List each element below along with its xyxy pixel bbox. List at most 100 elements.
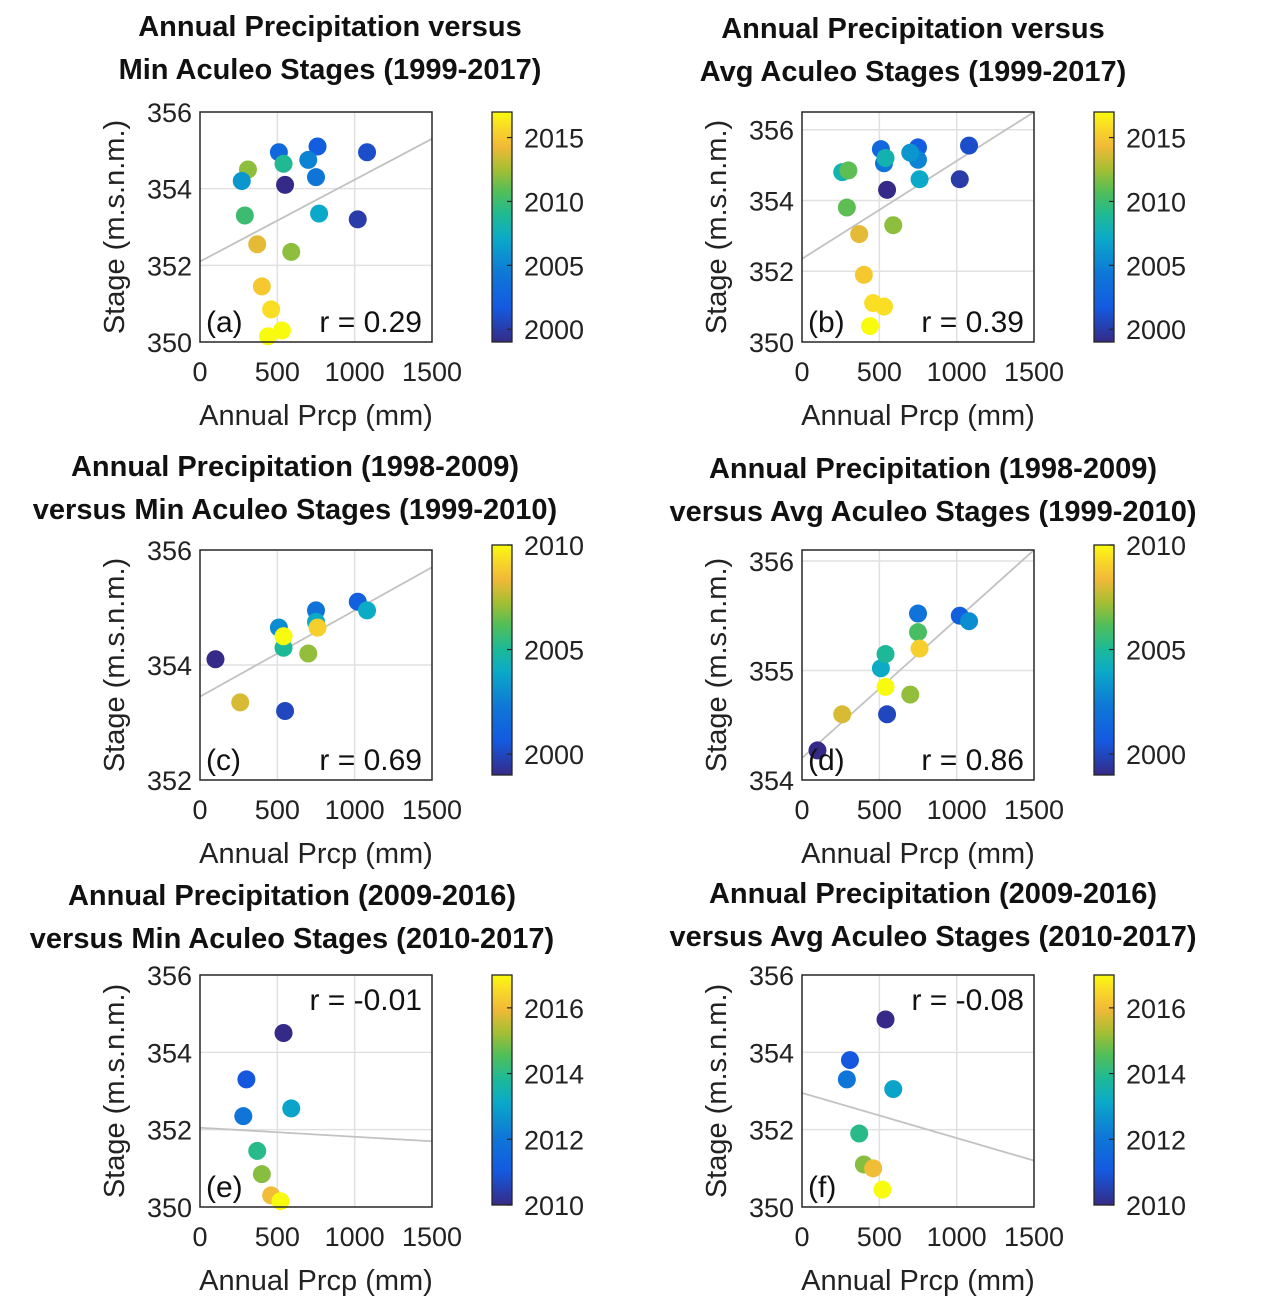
scatter-point: [299, 150, 318, 169]
colorbar-tick-label: 2005: [1126, 251, 1186, 281]
chart-title-line-1: Annual Precipitation (2009-2016): [709, 878, 1157, 910]
colorbar-tick-label: 2005: [524, 251, 584, 281]
axes-frame: [801, 549, 1035, 781]
y-tick-label: 354: [147, 651, 192, 681]
regression-line: [802, 1092, 1034, 1162]
y-tick-label: 356: [147, 98, 192, 128]
x-tick-label: 500: [857, 1222, 902, 1252]
scatter-point: [839, 161, 858, 180]
x-tick-label: 1000: [927, 357, 987, 387]
scatter-point: [282, 1099, 301, 1118]
x-tick-label: 0: [794, 1222, 809, 1252]
x-tick-label: 1000: [325, 1222, 385, 1252]
scatter-point: [252, 1165, 271, 1184]
scatter-point: [276, 175, 295, 194]
scatter-point: [237, 1070, 256, 1089]
colorbar-tick-label: 2016: [1126, 994, 1186, 1024]
scatter-point: [307, 168, 325, 187]
colorbar-frame: [1093, 111, 1115, 343]
correlation-annotation: r = 0.69: [319, 744, 422, 777]
colorbar-frame: [1093, 544, 1115, 776]
colorbar-tick-label: 2000: [524, 315, 584, 345]
y-tick-label: 354: [749, 186, 794, 216]
x-tick-label: 1500: [402, 1222, 462, 1252]
scatter-point: [308, 137, 327, 156]
scatter-point: [960, 612, 979, 631]
x-tick-label: 500: [857, 357, 902, 387]
axes-frame: [801, 974, 1035, 1208]
scatter-point: [206, 650, 225, 669]
colorbar-tick-label: 2015: [524, 124, 584, 154]
scatter-point: [874, 297, 893, 316]
scatter-point: [871, 659, 890, 678]
y-tick-label: 354: [147, 1038, 192, 1068]
y-tick-label: 354: [147, 175, 192, 205]
x-axis-label: Annual Prcp (mm): [801, 400, 1035, 432]
scatter-point: [348, 210, 367, 229]
colorbar-tick-label: 2014: [524, 1060, 584, 1090]
colorbar-frame: [491, 974, 513, 1206]
scatter-point: [276, 702, 295, 720]
scatter-point: [909, 604, 927, 623]
colorbar-frame: [491, 111, 513, 343]
chart-title-line-2: versus Min Aculeo Stages (1999-2010): [33, 494, 557, 526]
scatter-point: [901, 685, 920, 704]
panel-label: (c): [206, 744, 241, 777]
y-tick-label: 350: [147, 1193, 192, 1223]
x-tick-label: 1000: [325, 795, 385, 825]
scatter-point: [248, 1141, 267, 1160]
scatter-point: [864, 1159, 883, 1178]
scatter-point: [854, 265, 873, 284]
scatter-point: [837, 198, 856, 217]
colorbar: 2000 2005 2010: [491, 531, 584, 776]
y-tick-label: 350: [749, 328, 794, 358]
chart-title-line-2: versus Avg Aculeo Stages (1999-2010): [669, 496, 1196, 528]
colorbar-gradient: [1094, 975, 1114, 1205]
correlation-annotation: r = 0.39: [921, 306, 1024, 339]
y-tick-label: 356: [749, 116, 794, 146]
scatter-point: [358, 601, 377, 620]
panel-a: Annual Precipitation versus Min Aculeo St…: [99, 11, 584, 432]
scatter-point: [884, 1080, 903, 1099]
colorbar: 2000 2005 2010: [1093, 531, 1186, 776]
scatter-point: [901, 143, 920, 162]
x-tick-label: 0: [794, 357, 809, 387]
scatter-point: [358, 143, 377, 162]
scatter-point: [909, 623, 927, 642]
panel-e: Annual Precipitation (2009-2016) versus M…: [30, 880, 584, 1297]
y-tick-label: 350: [749, 1193, 794, 1223]
scatter-point: [850, 1124, 869, 1143]
colorbar-tick-label: 2010: [1126, 531, 1186, 561]
scatter-point: [262, 300, 281, 319]
panel-label: (a): [206, 306, 243, 339]
chart-title-line-2: versus Min Aculeo Stages (2010-2017): [30, 923, 554, 955]
colorbar-tick-label: 2014: [1126, 1060, 1186, 1090]
y-tick-label: 352: [147, 251, 192, 281]
colorbar-gradient: [1094, 545, 1114, 775]
panel-label: (b): [808, 306, 845, 339]
scatter-point: [271, 1192, 290, 1211]
colorbar-tick-label: 2015: [1126, 124, 1186, 154]
scatter-point: [299, 644, 318, 663]
y-tick-label: 356: [147, 536, 192, 566]
scatter-point: [878, 180, 897, 199]
colorbar-tick-label: 2010: [524, 1191, 584, 1221]
colorbar-tick-label: 2012: [1126, 1125, 1186, 1155]
x-tick-label: 0: [192, 1222, 207, 1252]
scatter-point: [232, 172, 251, 190]
scatter-point: [878, 705, 897, 724]
x-tick-label: 0: [794, 795, 809, 825]
scatter-point: [910, 639, 929, 658]
x-tick-label: 1500: [402, 795, 462, 825]
scatter-point: [876, 677, 895, 696]
scatter-point: [876, 1010, 895, 1029]
colorbar-tick-label: 2005: [524, 636, 584, 666]
x-tick-label: 1000: [927, 1222, 987, 1252]
x-tick-label: 500: [857, 795, 902, 825]
plot-area: [802, 550, 1034, 780]
y-axis-label: Stage (m.s.n.m.): [701, 984, 733, 1198]
x-axis-label: Annual Prcp (mm): [199, 838, 433, 870]
scatter-point: [252, 277, 271, 296]
colorbar-frame: [491, 544, 513, 776]
scatter-point: [840, 1051, 859, 1070]
